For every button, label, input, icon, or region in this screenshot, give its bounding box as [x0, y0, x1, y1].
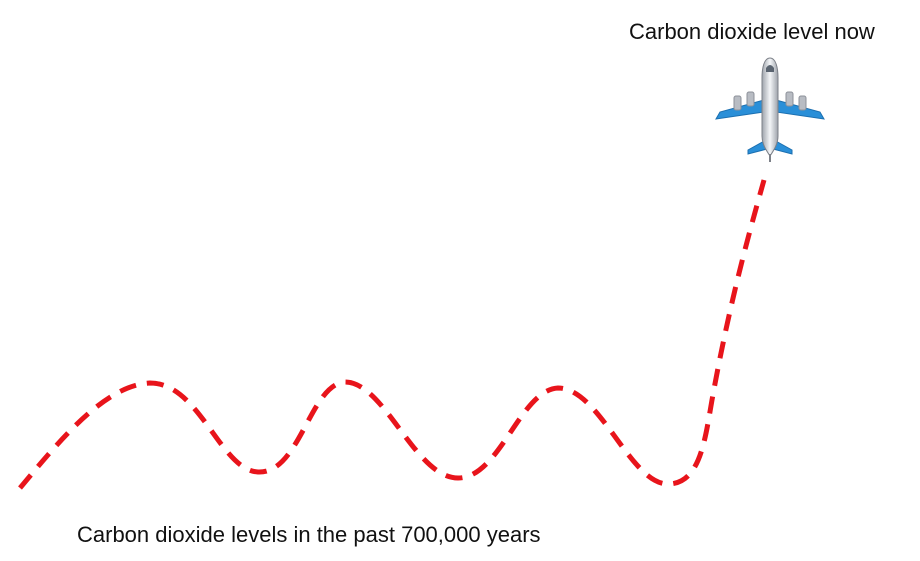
- airplane-fuselage: [761, 57, 779, 157]
- airplane-engine: [746, 91, 755, 107]
- airplane-engine: [785, 91, 794, 107]
- current-level-label: Carbon dioxide level now: [629, 19, 875, 44]
- airplane-icon: [715, 57, 825, 162]
- co2-dashed-line: [18, 179, 767, 490]
- airplane-cockpit: [766, 65, 774, 72]
- historical-levels-label: Carbon dioxide levels in the past 700,00…: [77, 522, 541, 547]
- airplane-engine: [733, 95, 742, 111]
- airplane-engine: [798, 95, 807, 111]
